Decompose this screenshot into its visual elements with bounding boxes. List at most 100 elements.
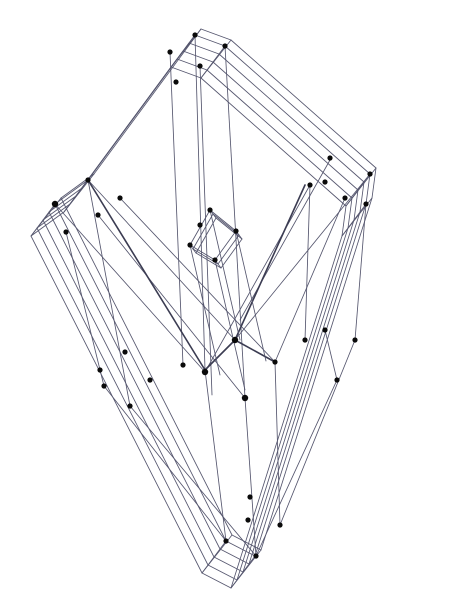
wireframe-vertex (245, 517, 251, 523)
wireframe-edge-bold (234, 184, 306, 341)
wireframe-edge (239, 159, 331, 321)
wireframe-vertex (197, 63, 203, 69)
wireframe-vertex (302, 337, 308, 343)
wireframe-vertex (222, 43, 228, 49)
wireframe-edge (274, 361, 281, 526)
wireframe-edge (192, 213, 214, 250)
wireframe-edge (54, 203, 206, 373)
wireframe-edge (353, 189, 359, 221)
wireframe-edge (182, 50, 214, 63)
wireframe-edge (220, 238, 243, 269)
wireframe-vertex (127, 403, 133, 409)
wireframe-edge (209, 209, 241, 341)
wireframe-edge (279, 339, 356, 526)
wireframe-edge (182, 42, 190, 52)
wireframe-edge (231, 534, 262, 551)
wireframe-edge (30, 235, 203, 574)
wireframe-edge (214, 230, 237, 261)
wireframe-vertex (327, 155, 333, 161)
wireframe-edge (54, 203, 227, 542)
wireframe-edge (213, 556, 244, 573)
wireframe-edge (176, 58, 208, 71)
wireframe-vertex (101, 383, 107, 389)
wireframe-edge (347, 197, 353, 229)
wireframe-edge (235, 230, 267, 362)
wireframe-vertex (122, 349, 128, 355)
wireframe-edge (189, 244, 221, 376)
wireframe-edge (87, 179, 236, 341)
wireframe-vertex (180, 362, 186, 368)
wireframe-vertex (197, 222, 203, 228)
wireframe-vertex (277, 522, 283, 528)
wireframe-edge (353, 211, 361, 221)
wireframe-edge (60, 197, 233, 536)
wireframe-edge (48, 187, 83, 213)
wireframe-edge-bold (234, 339, 276, 363)
wireframe-edge (201, 572, 232, 589)
wireframe-edge (195, 217, 217, 254)
wireframe-edge (212, 61, 359, 191)
wireframe-vertex (117, 195, 123, 201)
wireframe-edge (260, 197, 373, 551)
wireframe-edge (97, 214, 246, 399)
wireframe-edge (204, 184, 311, 373)
wireframe-edge (242, 219, 355, 573)
wireframe-vertices (51, 32, 373, 559)
wireframe-vertex (342, 195, 348, 201)
wireframe-vertex (167, 49, 173, 55)
wireframe-edge (248, 211, 361, 565)
wireframe-edge (192, 248, 197, 254)
wireframe-edge (324, 329, 338, 381)
wireframe-edge (129, 405, 257, 557)
wireframe-vertex (97, 367, 103, 373)
wireframe-edge (65, 231, 105, 387)
wireframe-edge (225, 540, 256, 557)
wireframe-edge (234, 173, 371, 341)
wireframe-edge-bold (204, 339, 236, 371)
wireframe-edge (87, 179, 131, 407)
wireframe-edge (103, 385, 227, 542)
wireframe-edge (242, 563, 250, 573)
wireframe-edge (236, 227, 349, 581)
wireframe-vertex (247, 494, 253, 500)
wireframe-edge (212, 53, 220, 63)
wireframe-vertex (352, 337, 358, 343)
wireframe-vertex (85, 177, 91, 183)
wireframe-edges (30, 28, 377, 589)
wireframe-edge (195, 252, 222, 269)
wireframe-vertex (207, 207, 213, 213)
wireframe-edge (200, 28, 232, 41)
wireframe-vertex (334, 377, 340, 383)
wireframe-edge (36, 203, 71, 229)
wireframe-edge (230, 235, 343, 589)
wireframe-vertex (147, 377, 153, 383)
wireframe-edge (48, 211, 221, 550)
wireframe-edge (371, 167, 377, 199)
wireframe-edge (194, 34, 226, 47)
wireframe-vertex (272, 359, 278, 365)
wireframe-edge (42, 195, 77, 221)
wireframe-edge (254, 203, 367, 557)
wireframe-edge (274, 197, 346, 363)
wireframe-edge (365, 173, 371, 205)
wireframe-vertex (95, 212, 101, 218)
wireframe-edge (359, 181, 365, 213)
wireframe-vertex (192, 32, 198, 38)
wireframe-vertex (212, 257, 218, 263)
wireframe-vertex (363, 201, 369, 207)
wireframe-edge (42, 219, 215, 558)
wireframe-edge (213, 548, 221, 558)
wireframe-vertex (233, 228, 239, 234)
wireframe-vertex (187, 242, 193, 248)
wireframe-vertex (201, 368, 209, 376)
wireframe-edge (204, 369, 227, 542)
wireframe-edge (194, 34, 206, 371)
wireframe-vertex (173, 79, 179, 85)
wireframe-edge (224, 45, 246, 399)
wireframe-edge (238, 234, 243, 240)
wireframe-edge (188, 42, 220, 55)
wireframe-edge (230, 39, 377, 169)
wireframe-edge (244, 397, 257, 557)
wireframe-edge (212, 213, 217, 219)
